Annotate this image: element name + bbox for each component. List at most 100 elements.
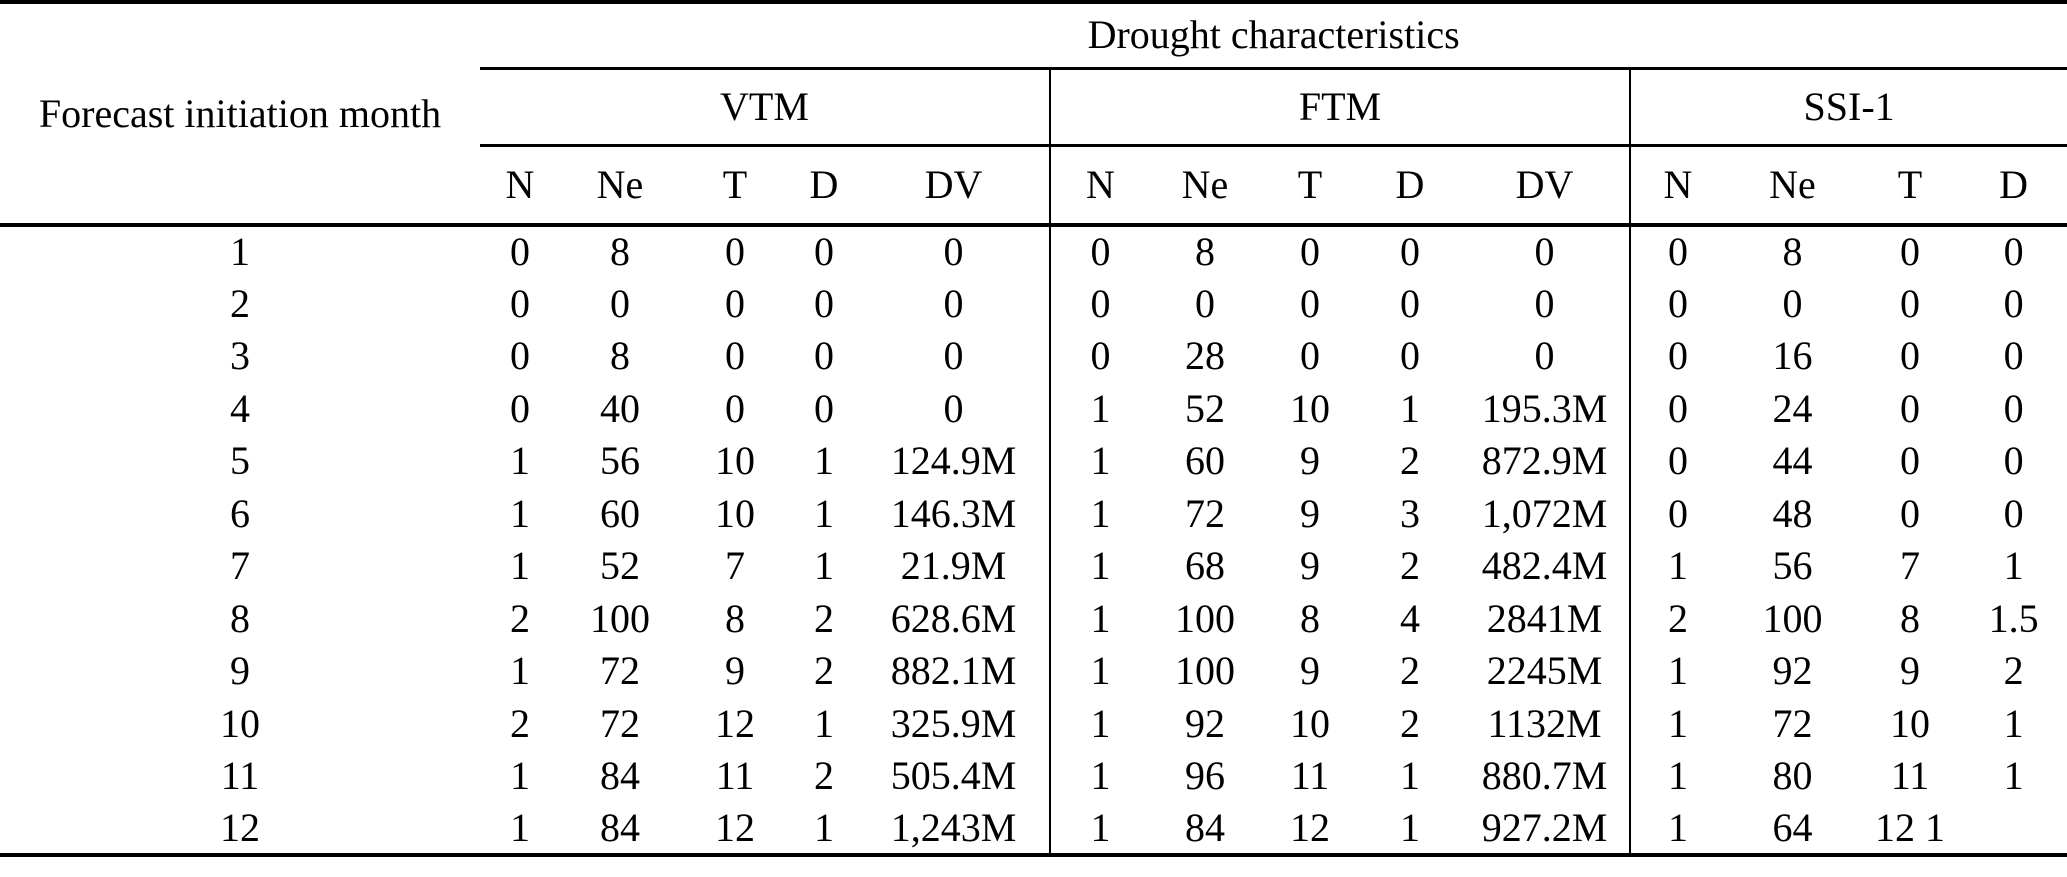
cell-ssi1: 0 (1900, 490, 1920, 536)
cell-vtm: 1 (814, 804, 834, 850)
cell-vtm: 2 (510, 595, 530, 641)
cell-ftm: 2 (1400, 648, 1420, 694)
header-row-groups: VTM FTM SSI-1 (0, 68, 2067, 147)
cell-ssi1: 1.5 (1988, 595, 2039, 641)
cell-ftm: 1 (1090, 648, 1111, 694)
cell-ftm: 8 (1195, 229, 1215, 275)
cell-vtm: 12 (715, 804, 755, 850)
cell-vtm: 0 (814, 385, 834, 431)
cell-vtm: 1 (814, 543, 834, 589)
cell-vtm: 84 (600, 753, 640, 799)
cell-ftm: 0 (1300, 333, 1320, 379)
cell-ftm: 195.3M (1460, 382, 1631, 435)
cell-vtm: 0 (510, 229, 530, 275)
cell-month: 7 (230, 543, 250, 589)
cell-vtm: 9 (725, 648, 745, 694)
cell-vtm: 0 (510, 333, 530, 379)
cell-ftm: 1 (1090, 700, 1111, 746)
cell-ssi1: 16 (1772, 333, 1813, 379)
cell-ftm: 12 (1290, 804, 1330, 850)
cell-ftm: 68 (1185, 543, 1225, 589)
cell-vtm: 0 (725, 280, 745, 326)
cell-ftm: 1 (1090, 804, 1111, 850)
cell-vtm: 84 (600, 804, 640, 850)
cell-ftm: 100 (1175, 648, 1235, 694)
col-header-vtm-t: T (680, 145, 790, 227)
cell-month: 8 (230, 595, 250, 641)
cell-ftm: 11 (1290, 753, 1330, 799)
cell-ssi1: 56 (1772, 543, 1813, 589)
cell-vtm: 882.1M (858, 645, 1051, 698)
cell-vtm: 1 (814, 490, 834, 536)
cell-vtm: 0 (858, 330, 1051, 383)
cell-ssi1: 1 (1668, 700, 1688, 746)
col-header-ftm-d: D (1360, 145, 1460, 227)
cell-ssi1: 0 (1900, 438, 1920, 484)
cell-ssi1: 0 (2003, 229, 2024, 275)
cell-ssi1: 80 (1772, 753, 1813, 799)
cell-vtm: 124.9M (858, 435, 1051, 488)
cell-vtm: 2 (814, 753, 834, 799)
group-header-drought-characteristics: Drought characteristics (480, 2, 2067, 70)
cell-vtm: 0 (510, 385, 530, 431)
cell-vtm: 40 (600, 385, 640, 431)
cell-vtm: 0 (725, 385, 745, 431)
cell-vtm: 72 (600, 700, 640, 746)
cell-month: 10 (220, 700, 260, 746)
cell-ssi1: 11 (1890, 753, 1930, 799)
cell-ftm: 2 (1400, 543, 1420, 589)
cell-ssi1: 1 (2003, 700, 2024, 746)
cell-ssi1: 1 (1668, 753, 1688, 799)
col-header-vtm-d: D (790, 145, 858, 227)
cell-month: 1 (230, 229, 250, 275)
cell-vtm: 505.4M (858, 750, 1051, 803)
cell-vtm: 0 (610, 280, 630, 326)
cell-vtm: 0 (814, 280, 834, 326)
col-header-vtm-dv: DV (858, 145, 1051, 227)
group-header-vtm: VTM (480, 68, 1051, 147)
cell-ssi1: 0 (1668, 438, 1688, 484)
cell-ssi1 (1960, 803, 2067, 856)
cell-vtm: 1 (510, 804, 530, 850)
table-row: 4 0 40 0 0 0 1 52 10 1 195.3M 0 24 0 0 (0, 382, 2067, 435)
cell-ftm: 96 (1185, 753, 1225, 799)
cell-vtm: 628.6M (858, 592, 1051, 645)
cell-vtm: 7 (725, 543, 745, 589)
cell-ftm: 1 (1400, 385, 1420, 431)
cell-vtm: 1 (510, 753, 530, 799)
cell-vtm: 11 (715, 753, 755, 799)
cell-ftm: 10 (1290, 700, 1330, 746)
cell-vtm: 2 (814, 648, 834, 694)
cell-ftm: 1 (1090, 438, 1111, 484)
cell-ftm: 1 (1090, 753, 1111, 799)
cell-ssi1: 0 (2003, 280, 2024, 326)
group-header-ssi1: SSI-1 (1630, 68, 2067, 147)
cell-vtm: 0 (858, 277, 1051, 330)
cell-month: 6 (230, 490, 250, 536)
col-header-ftm-t: T (1260, 145, 1360, 227)
cell-ssi1: 2 (2003, 648, 2024, 694)
cell-ssi1: 0 (2003, 333, 2024, 379)
cell-ftm: 4 (1400, 595, 1420, 641)
cell-ftm: 1 (1400, 753, 1420, 799)
cell-ftm: 1 (1090, 595, 1111, 641)
cell-ssi1: 8 (1782, 229, 1803, 275)
cell-ssi1: 72 (1772, 700, 1813, 746)
cell-ftm: 10 (1290, 385, 1330, 431)
cell-ssi1: 7 (1900, 543, 1920, 589)
table-row: 6 1 60 10 1 146.3M 1 72 9 3 1,072M 0 48 0 0 (0, 487, 2067, 540)
cell-month: 3 (230, 333, 250, 379)
cell-ftm: 880.7M (1460, 750, 1631, 803)
cell-vtm: 8 (725, 595, 745, 641)
cell-ftm: 9 (1300, 490, 1320, 536)
col-header-vtm-ne: Ne (560, 145, 680, 227)
cell-month: 2 (230, 280, 250, 326)
table-row: 3 0 8 0 0 0 0 28 0 0 0 0 16 0 0 (0, 330, 2067, 383)
cell-ftm: 0 (1090, 333, 1111, 379)
cell-ssi1: 0 (1668, 229, 1688, 275)
cell-ftm: 60 (1185, 438, 1225, 484)
cell-ssi1: 0 (1668, 385, 1688, 431)
